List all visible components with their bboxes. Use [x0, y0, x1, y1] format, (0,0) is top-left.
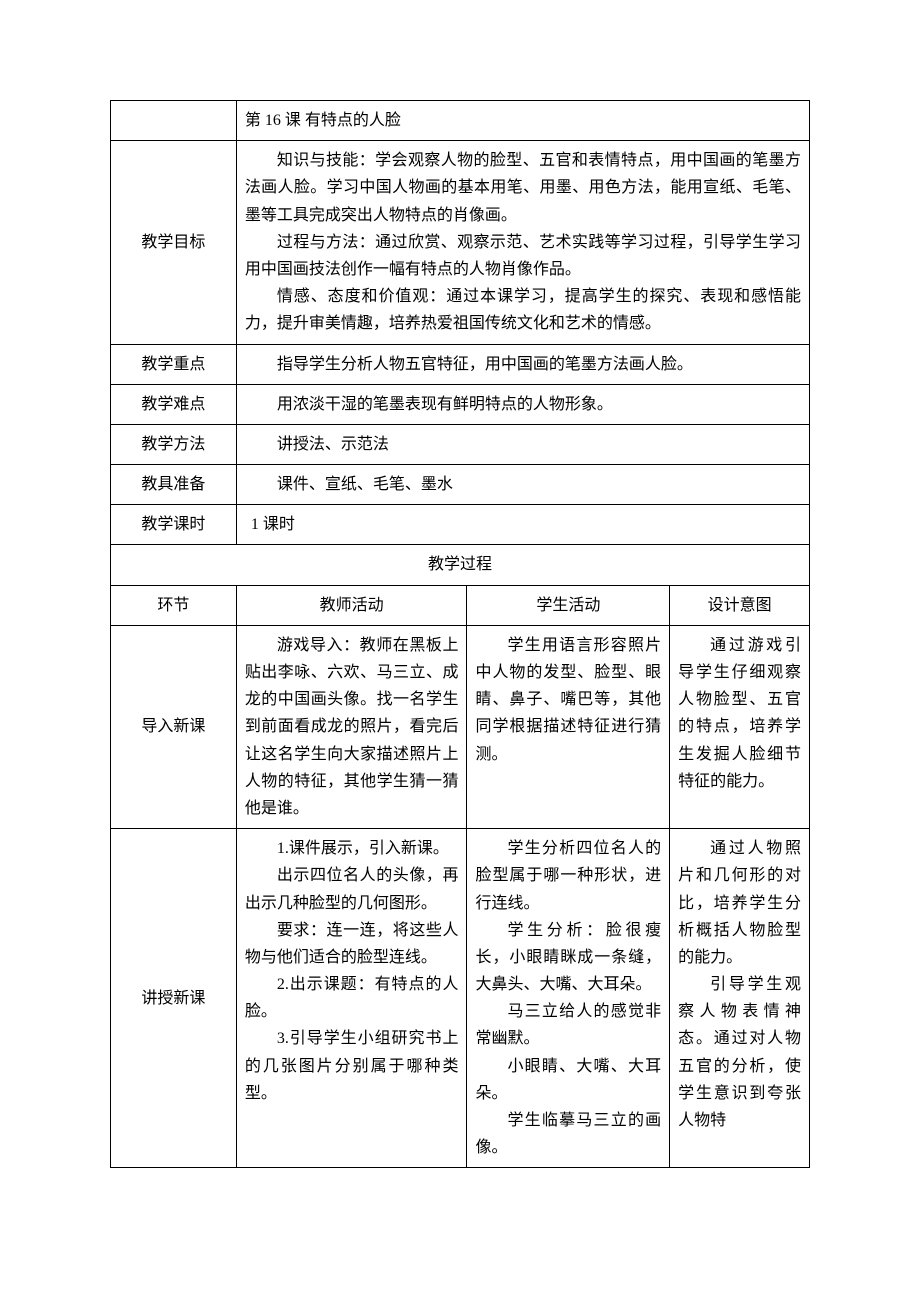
- row-title: 第 16 课 有特点的人脸: [111, 101, 810, 141]
- row-hours: 教学课时 1 课时: [111, 505, 810, 545]
- intro-intent: 通过游戏引导学生仔细观察人物脸型、五官的特点，培养学生发掘人脸细节特征的能力。: [670, 625, 810, 828]
- process-title: 教学过程: [111, 545, 810, 585]
- intro-intent-text: 通过游戏引导学生仔细观察人物脸型、五官的特点，培养学生发掘人脸细节特征的能力。: [678, 632, 801, 795]
- hours-content: 1 课时: [236, 505, 809, 545]
- teach-student-p3: 马三立给人的感觉非常幽默。: [475, 998, 661, 1052]
- difficulty-label: 教学难点: [111, 384, 237, 424]
- teach-intent-p1: 通过人物照片和几何形的对比，培养学生分析概括人物脸型的能力。: [678, 835, 801, 971]
- row-process-headers: 环节 教师活动 学生活动 设计意图: [111, 585, 810, 625]
- intro-teacher-text: 游戏导入：教师在黑板上贴出李咏、六欢、马三立、成龙的中国画头像。找一名学生到前面…: [245, 632, 459, 822]
- method-label: 教学方法: [111, 424, 237, 464]
- teach-student-p5: 学生临摹马三立的画像。: [475, 1107, 661, 1161]
- method-content: 讲授法、示范法: [236, 424, 809, 464]
- method-text: 讲授法、示范法: [245, 431, 801, 458]
- row-objectives: 教学目标 知识与技能：学会观察人物的脸型、五官和表情特点，用中国画的笔墨方法画人…: [111, 141, 810, 344]
- objectives-label: 教学目标: [111, 141, 237, 344]
- teach-teacher: 1.课件展示，引入新课。 出示四位名人的头像，再出示几种脸型的几何图形。 要求：…: [236, 829, 467, 1168]
- header-stage: 环节: [111, 585, 237, 625]
- lesson-plan-table: 第 16 课 有特点的人脸 教学目标 知识与技能：学会观察人物的脸型、五官和表情…: [110, 100, 810, 1168]
- teach-stage: 讲授新课: [111, 829, 237, 1168]
- teach-student: 学生分析四位名人的脸型属于哪一种形状，进行连线。 学生分析：脸很瘦长，小眼睛眯成…: [467, 829, 670, 1168]
- row-tools: 教具准备 课件、宣纸、毛笔、墨水: [111, 465, 810, 505]
- teach-teacher-p1: 1.课件展示，引入新课。: [245, 835, 459, 862]
- objectives-p3: 情感、态度和价值观：通过本课学习，提高学生的探究、表现和感悟能力，提升审美情趣，…: [245, 283, 801, 337]
- difficulty-text: 用浓淡干湿的笔墨表现有鲜明特点的人物形象。: [245, 391, 801, 418]
- objectives-content: 知识与技能：学会观察人物的脸型、五官和表情特点，用中国画的笔墨方法画人脸。学习中…: [236, 141, 809, 344]
- row-intro: 导入新课 游戏导入：教师在黑板上贴出李咏、六欢、马三立、成龙的中国画头像。找一名…: [111, 625, 810, 828]
- hours-label: 教学课时: [111, 505, 237, 545]
- row-method: 教学方法 讲授法、示范法: [111, 424, 810, 464]
- objectives-p2: 过程与方法：通过欣赏、观察示范、艺术实践等学习过程，引导学生学习用中国画技法创作…: [245, 229, 801, 283]
- title-content-cell: 第 16 课 有特点的人脸: [236, 101, 809, 141]
- teach-teacher-p4: 2.出示课题：有特点的人脸。: [245, 971, 459, 1025]
- tools-text: 课件、宣纸、毛笔、墨水: [245, 471, 801, 498]
- teach-student-p4: 小眼睛、大嘴、大耳朵。: [475, 1053, 661, 1107]
- teach-intent-p2: 引导学生观察人物表情神态。通过对人物五官的分析，使学生意识到夸张人物特: [678, 971, 801, 1134]
- objectives-p1: 知识与技能：学会观察人物的脸型、五官和表情特点，用中国画的笔墨方法画人脸。学习中…: [245, 147, 801, 229]
- title-label-cell: [111, 101, 237, 141]
- tools-label: 教具准备: [111, 465, 237, 505]
- intro-student: 学生用语言形容照片中人物的发型、脸型、眼睛、鼻子、嘴巴等，其他同学根据描述特征进…: [467, 625, 670, 828]
- teach-teacher-p3: 要求：连一连，将这些人物与他们适合的脸型连线。: [245, 917, 459, 971]
- intro-teacher: 游戏导入：教师在黑板上贴出李咏、六欢、马三立、成龙的中国画头像。找一名学生到前面…: [236, 625, 467, 828]
- hours-text: 1 课时: [251, 516, 295, 533]
- header-student: 学生活动: [467, 585, 670, 625]
- teach-teacher-p2: 出示四位名人的头像，再出示几种脸型的几何图形。: [245, 862, 459, 916]
- intro-stage: 导入新课: [111, 625, 237, 828]
- teach-teacher-p5: 3.引导学生小组研究书上的几张图片分别属于哪种类型。: [245, 1025, 459, 1107]
- teach-intent: 通过人物照片和几何形的对比，培养学生分析概括人物脸型的能力。 引导学生观察人物表…: [670, 829, 810, 1168]
- focus-label: 教学重点: [111, 344, 237, 384]
- row-difficulty: 教学难点 用浓淡干湿的笔墨表现有鲜明特点的人物形象。: [111, 384, 810, 424]
- row-focus: 教学重点 指导学生分析人物五官特征，用中国画的笔墨方法画人脸。: [111, 344, 810, 384]
- row-process-title: 教学过程: [111, 545, 810, 585]
- teach-student-p1: 学生分析四位名人的脸型属于哪一种形状，进行连线。: [475, 835, 661, 917]
- focus-text: 指导学生分析人物五官特征，用中国画的笔墨方法画人脸。: [245, 351, 801, 378]
- header-teacher: 教师活动: [236, 585, 467, 625]
- difficulty-content: 用浓淡干湿的笔墨表现有鲜明特点的人物形象。: [236, 384, 809, 424]
- lesson-title: 第 16 课 有特点的人脸: [245, 112, 401, 129]
- header-intent: 设计意图: [670, 585, 810, 625]
- row-teach: 讲授新课 1.课件展示，引入新课。 出示四位名人的头像，再出示几种脸型的几何图形…: [111, 829, 810, 1168]
- teach-student-p2: 学生分析：脸很瘦长，小眼睛眯成一条缝，大鼻头、大嘴、大耳朵。: [475, 917, 661, 999]
- focus-content: 指导学生分析人物五官特征，用中国画的笔墨方法画人脸。: [236, 344, 809, 384]
- tools-content: 课件、宣纸、毛笔、墨水: [236, 465, 809, 505]
- intro-student-text: 学生用语言形容照片中人物的发型、脸型、眼睛、鼻子、嘴巴等，其他同学根据描述特征进…: [475, 632, 661, 768]
